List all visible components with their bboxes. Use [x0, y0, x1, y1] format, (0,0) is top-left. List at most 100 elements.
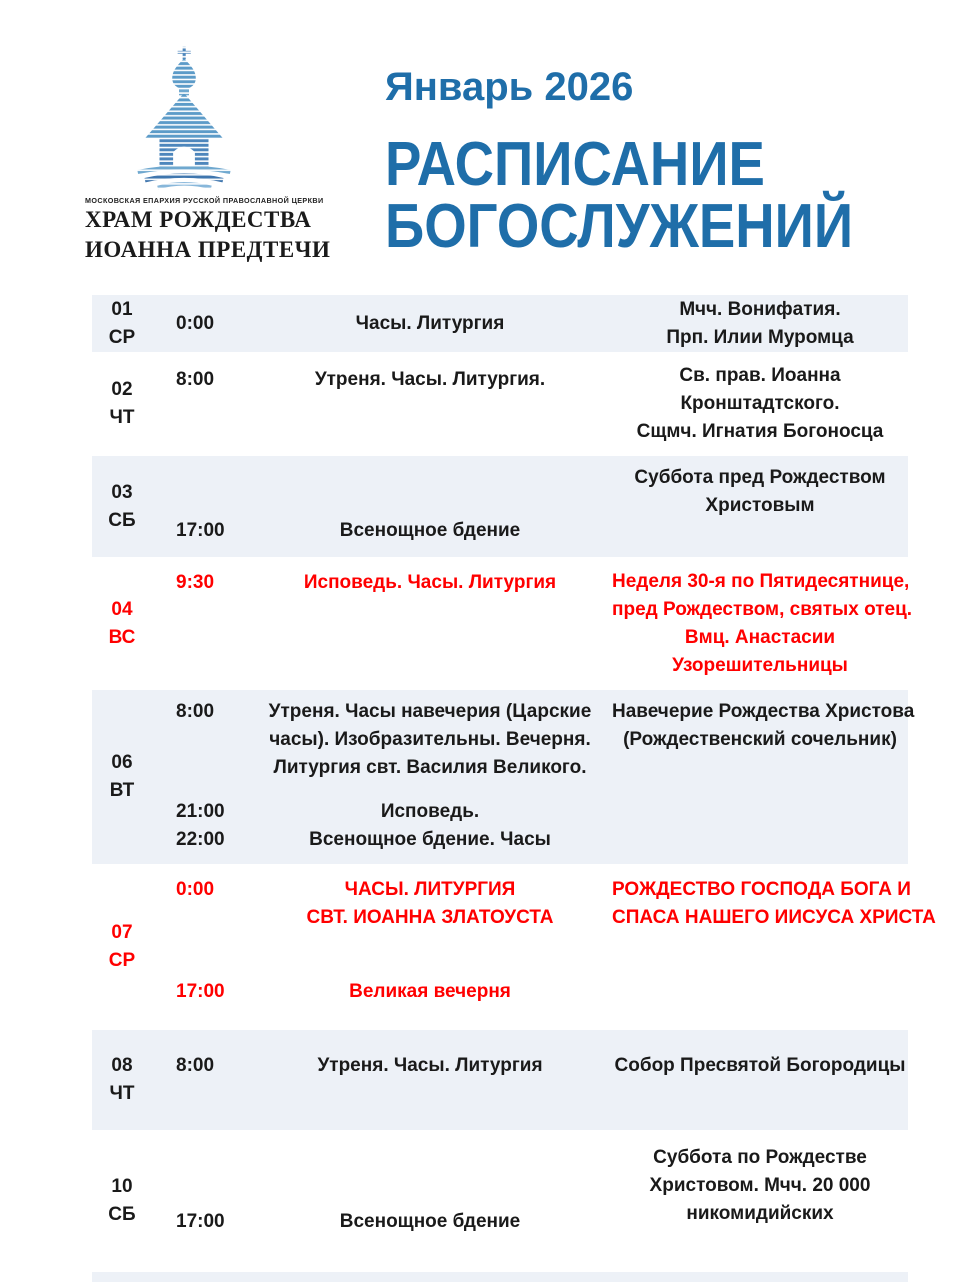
- service-text-line: Великая вечерня: [349, 981, 511, 1002]
- services-cell: 8:00 Утреня. Часы. Литургия: [152, 1030, 612, 1130]
- day-weekday: СР: [108, 950, 136, 971]
- holiday-cell: Св. прав. Иоанна Кронштадтского. Сщмч. Игн…: [612, 352, 908, 456]
- day-weekday: СБ: [108, 1204, 136, 1225]
- schedule-row: 08 ЧТ 8:00 Утреня. Часы. Литургия Собор Прес…: [92, 1030, 908, 1130]
- service-text-line: ЧАСЫ. ЛИТУРГИЯ: [344, 879, 516, 900]
- day-number: 10: [111, 1176, 133, 1197]
- month-title: Январь 2026: [385, 65, 634, 109]
- holiday-cell: Навечерие Рождества Христова (Рождественс…: [612, 690, 914, 864]
- service-entry: 9:30 Исповедь. Часы. Литургия: [152, 569, 612, 597]
- services-cell: 8:00 Утреня. Часы. Литургия.: [152, 352, 612, 456]
- service-text-line: Литургия свт. Василия Великого.: [273, 757, 587, 778]
- service-time: 8:00: [176, 701, 215, 722]
- schedule-title: РАСПИСАНИЕ БОГОСЛУЖЕНИЙ: [385, 134, 853, 258]
- holiday-line: Мчч. Вонифатия.: [679, 298, 841, 320]
- service-text: Великая вечерня: [248, 978, 612, 1006]
- day-cell: 02 ЧТ: [92, 352, 152, 456]
- schedule-table: 01 СР 0:00 Часы. Литургия Мчч. Вонифатия. Прп…: [92, 295, 936, 1282]
- holiday-cell: Неделя 30-я по Пятидесятнице, пред Рождес…: [612, 557, 913, 690]
- eparchy-text: МОСКОВСКАЯ ЕПАРХИЯ РУССКОЙ ПРАВОСЛАВНОЙ …: [85, 196, 324, 205]
- service-text: Всенощное бдение: [248, 517, 612, 545]
- day-weekday: СР: [108, 326, 136, 348]
- service-entry: 17:00 Всенощное бдение: [152, 517, 612, 545]
- service-text: ЧАСЫ. ЛИТУРГИЯ СВТ. ИОАННА ЗЛАТОУСТА: [248, 876, 612, 932]
- service-text-line: Всенощное бдение. Часы: [309, 829, 551, 850]
- holiday-line: Суббота пред Рождеством: [634, 467, 886, 488]
- day-weekday: ВС: [108, 626, 136, 648]
- service-entry: 17:00 Всенощное бдение: [152, 1208, 612, 1236]
- day-number: 08: [111, 1055, 133, 1076]
- service-time: 8:00: [176, 1055, 215, 1076]
- holiday-cell: Мчч. Вонифатия. Прп. Илии Муромца: [612, 295, 908, 352]
- holiday-line: (Рождественский сочельник): [623, 729, 897, 750]
- logo-block: МОСКОВСКАЯ ЕПАРХИЯ РУССКОЙ ПРАВОСЛАВНОЙ …: [85, 44, 331, 265]
- services-cell: 8:00 Утреня. Часы навечерия (Царские часы)…: [152, 690, 612, 864]
- holiday-cell: Собор Пресвятой Богородицы: [612, 1030, 908, 1130]
- services-cell: 0:00 ЧАСЫ. ЛИТУРГИЯ СВТ. ИОАННА ЗЛАТОУСТА 1…: [152, 864, 612, 1030]
- service-text-line: СВТ. ИОАННА ЗЛАТОУСТА: [306, 907, 554, 928]
- holiday-line: пред Рождеством, святых отец.: [612, 598, 913, 620]
- holiday-line: Св. прав. Иоанна: [679, 365, 841, 386]
- service-entry: 0:00 Часы. Литургия: [152, 310, 612, 338]
- service-entry: 8:00 Утреня. Часы. Литургия.: [152, 366, 612, 394]
- day-weekday: СБ: [108, 509, 136, 531]
- day-cell: 04 ВС: [92, 557, 152, 690]
- service-time: 22:00: [176, 829, 225, 850]
- next-row-partial: [92, 1272, 908, 1282]
- service-text: Часы. Литургия: [248, 310, 612, 338]
- holiday-line: Узорешительницы: [672, 654, 848, 676]
- services-cell: 17:00 Всенощное бдение: [152, 456, 612, 557]
- holiday-line: РОЖДЕСТВО ГОСПОДА БОГА И: [612, 879, 911, 900]
- schedule-row: 03 СБ 17:00 Всенощное бдение Суббота пред Ро…: [92, 456, 908, 557]
- service-text: Всенощное бдение: [248, 1208, 612, 1236]
- service-time: 9:30: [176, 572, 215, 593]
- service-text-line: Всенощное бдение: [339, 520, 521, 541]
- church-name-line2: ИОАННА ПРЕДТЕЧИ: [85, 237, 331, 262]
- service-text-line: Утреня. Часы. Литургия: [317, 1055, 543, 1076]
- holiday-line: Собор Пресвятой Богородицы: [614, 1055, 906, 1076]
- holiday-line: Кронштадтского.: [680, 393, 840, 414]
- holiday-line: Неделя 30-я по Пятидесятнице,: [612, 570, 910, 592]
- service-entry: 22:00 Всенощное бдение. Часы: [152, 826, 612, 854]
- day-number: 04: [111, 598, 133, 620]
- holiday-line: СПАСА НАШЕГО ИИСУСА ХРИСТА: [612, 907, 936, 928]
- service-text: Утреня. Часы. Литургия: [248, 1052, 612, 1080]
- day-weekday: ВТ: [109, 780, 135, 801]
- schedule-title-line1: РАСПИСАНИЕ: [385, 130, 765, 199]
- services-cell: 0:00 Часы. Литургия: [152, 295, 612, 352]
- holiday-cell: РОЖДЕСТВО ГОСПОДА БОГА И СПАСА НАШЕГО ИИС…: [612, 864, 936, 1030]
- day-number: 02: [111, 379, 133, 400]
- service-time: 17:00: [176, 520, 225, 541]
- day-cell: 01 СР: [92, 295, 152, 352]
- holiday-cell: Суббота по Рождестве Христовом. Мчч. 20 0…: [612, 1130, 908, 1272]
- service-text-line: Утреня. Часы навечерия (Царские: [268, 701, 592, 722]
- service-entry: 8:00 Утреня. Часы навечерия (Царские часы)…: [152, 698, 612, 782]
- day-number: 03: [111, 481, 133, 503]
- service-text-line: Утреня. Часы. Литургия.: [314, 369, 546, 390]
- day-cell: 03 СБ: [92, 456, 152, 557]
- service-text: Исповедь. Часы. Литургия: [248, 569, 612, 597]
- day-cell: 06 ВТ: [92, 690, 152, 864]
- service-text: Утреня. Часы навечерия (Царские часы). Из…: [248, 698, 612, 782]
- holiday-line: Христовом. Мчч. 20 000: [649, 1175, 871, 1196]
- service-text-line: Всенощное бдение: [339, 1211, 521, 1232]
- schedule-title-line2: БОГОСЛУЖЕНИЙ: [385, 192, 854, 261]
- service-entry: 21:00 Исповедь.: [152, 798, 612, 826]
- schedule-row: 10 СБ 17:00 Всенощное бдение Суббота по Рожд…: [92, 1130, 908, 1272]
- service-time: 17:00: [176, 1211, 225, 1232]
- service-time: 8:00: [176, 369, 215, 390]
- holiday-line: никомидийских: [686, 1203, 834, 1224]
- service-text: Исповедь.: [248, 798, 612, 826]
- service-text: Всенощное бдение. Часы: [248, 826, 612, 854]
- day-cell: 08 ЧТ: [92, 1030, 152, 1130]
- church-logo-icon: [125, 44, 243, 192]
- church-name-line1: ХРАМ РОЖДЕСТВА: [85, 207, 312, 232]
- day-cell: 07 СР: [92, 864, 152, 1030]
- service-entry: 0:00 ЧАСЫ. ЛИТУРГИЯ СВТ. ИОАННА ЗЛАТОУСТА: [152, 876, 612, 932]
- day-cell: 10 СБ: [92, 1130, 152, 1272]
- service-text-line: Часы. Литургия: [355, 312, 505, 334]
- holiday-line: Сщмч. Игнатия Богоносца: [636, 421, 884, 442]
- service-text-line: Исповедь.: [380, 801, 480, 822]
- services-cell: 9:30 Исповедь. Часы. Литургия: [152, 557, 612, 690]
